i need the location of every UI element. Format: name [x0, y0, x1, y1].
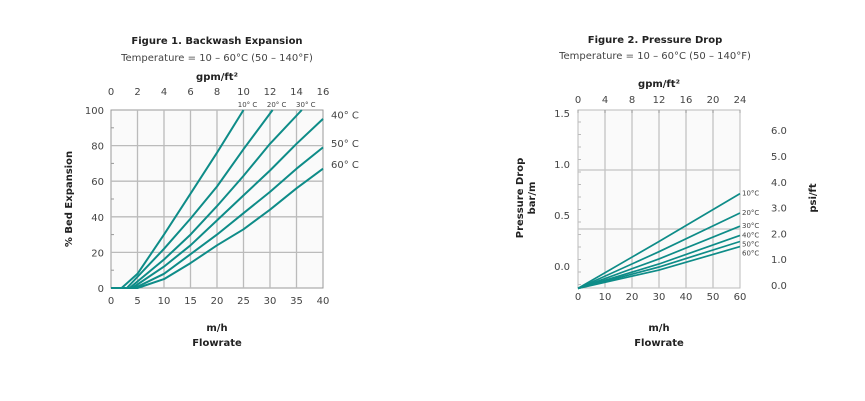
x-tick-label: 40	[680, 292, 693, 303]
x-tick-label: 20	[211, 296, 224, 307]
series-label: 50°C	[742, 240, 759, 248]
x-tick-label: 20	[626, 292, 639, 303]
x-axis-label-2: Flowrate	[192, 338, 242, 349]
x-tick-label: 0	[108, 296, 114, 307]
y-tick-label: 1.0	[554, 160, 570, 171]
x-tick-label: 10	[158, 296, 171, 307]
series-label: 40° C	[331, 110, 359, 121]
y-tick-label: 100	[85, 106, 104, 117]
y2-tick-label: 2.0	[771, 229, 787, 240]
x-tick-label: 15	[184, 296, 197, 307]
y2-axis-label: psi/ft	[808, 183, 819, 213]
x-tick-label: 10	[599, 292, 612, 303]
top-tick-label: 4	[602, 95, 608, 106]
y-axis-label: Pressure Drop	[515, 158, 526, 239]
x-tick-label: 30	[264, 296, 277, 307]
x-tick-label: 35	[290, 296, 303, 307]
series-label: 50° C	[331, 139, 359, 150]
y-tick-label: 1.5	[554, 109, 570, 120]
x-axis-label: m/h	[206, 323, 227, 334]
chart-title: Figure 2. Pressure Drop	[588, 35, 723, 46]
top-tick-label: 14	[290, 87, 303, 98]
top-tick-label: 6	[187, 87, 193, 98]
series-line	[111, 167, 324, 289]
x-tick-label: 60	[734, 292, 747, 303]
top-tick-label: 12	[653, 95, 666, 106]
series-line	[577, 192, 741, 290]
series-label: 20° C	[267, 101, 287, 109]
y-tick-label: 0.5	[554, 211, 570, 222]
y2-tick-label: 0.0	[771, 281, 787, 292]
series-line	[111, 146, 324, 289]
top-tick-label: 8	[629, 95, 635, 106]
top-tick-label: 10	[237, 87, 250, 98]
x-tick-label: 50	[707, 292, 720, 303]
top-tick-label: 20	[707, 95, 720, 106]
x-tick-label: 40	[317, 296, 330, 307]
y2-tick-label: 6.0	[771, 126, 787, 137]
y-tick-label: 20	[91, 248, 104, 259]
series-line	[577, 212, 741, 290]
series-line	[577, 245, 741, 290]
y-tick-label: 0	[98, 284, 104, 295]
series-label: 30° C	[296, 101, 316, 109]
series-label: 20°C	[742, 209, 759, 217]
series-line	[577, 225, 741, 290]
y-tick-label: 60	[91, 177, 104, 188]
series-line	[577, 240, 741, 290]
chart-subtitle: Temperature = 10 – 60°C (50 – 140°F)	[558, 51, 751, 62]
y-axis-label: % Bed Expansion	[64, 151, 75, 247]
y2-tick-label: 1.0	[771, 255, 787, 266]
x-axis-label: m/h	[648, 323, 669, 334]
top-tick-label: 12	[264, 87, 277, 98]
top-tick-label: 16	[680, 95, 693, 106]
top-tick-label: 16	[317, 87, 330, 98]
x-tick-label: 0	[575, 292, 581, 303]
top-tick-label: 24	[734, 95, 747, 106]
y-tick-label: 80	[91, 142, 104, 153]
y2-tick-label: 3.0	[771, 204, 787, 215]
top-axis-label: gpm/ft²	[638, 79, 680, 90]
series-line	[577, 234, 741, 290]
series-label: 60° C	[331, 160, 359, 171]
top-tick-label: 4	[161, 87, 167, 98]
top-axis-label: gpm/ft²	[196, 72, 238, 83]
chart-title: Figure 1. Backwash Expansion	[131, 36, 302, 47]
series-label: 40°C	[742, 231, 759, 239]
x-tick-label: 30	[653, 292, 666, 303]
y-tick-label: 40	[91, 213, 104, 224]
top-tick-label: 0	[108, 87, 114, 98]
chart-subtitle: Temperature = 10 – 60°C (50 – 140°F)	[120, 53, 313, 64]
series-label: 10° C	[238, 101, 258, 109]
series-label: 30°C	[742, 222, 759, 230]
series-line	[111, 118, 324, 289]
series-label: 10°C	[742, 190, 759, 198]
y2-tick-label: 4.0	[771, 178, 787, 189]
y2-tick-label: 5.0	[771, 152, 787, 163]
y-tick-label: 0.0	[554, 262, 570, 273]
top-tick-label: 0	[575, 95, 581, 106]
top-tick-label: 2	[134, 87, 140, 98]
x-axis-label-2: Flowrate	[634, 338, 684, 349]
y-axis-label-2: bar/m	[527, 182, 538, 215]
x-tick-label: 25	[237, 296, 250, 307]
series-label: 60°C	[742, 249, 759, 257]
top-tick-label: 8	[214, 87, 220, 98]
series-line	[111, 109, 303, 289]
x-tick-label: 5	[134, 296, 140, 307]
